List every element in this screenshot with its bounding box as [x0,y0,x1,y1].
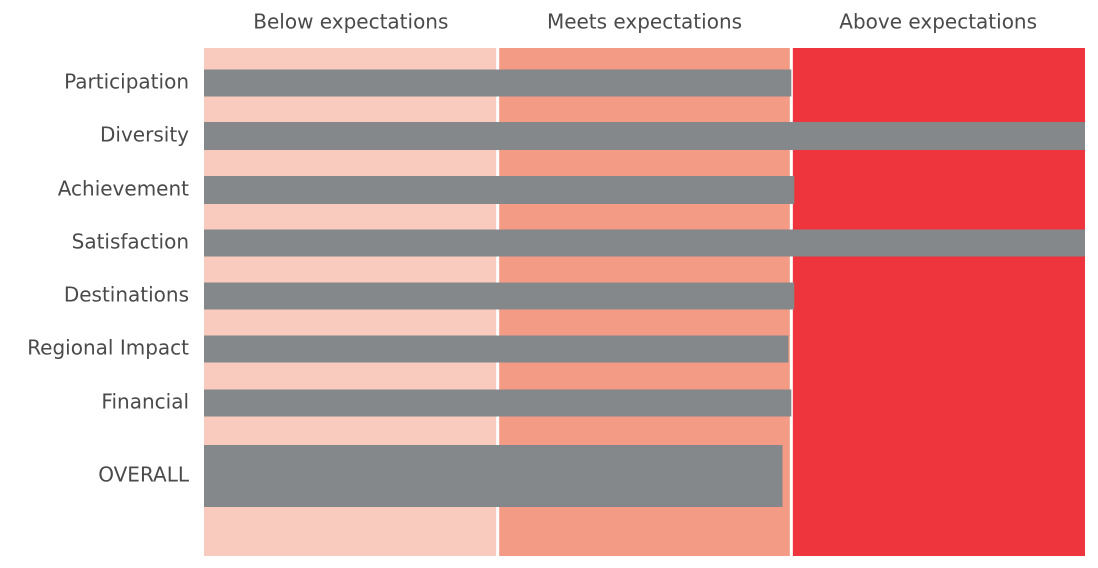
category-label-participation: Participation [64,70,189,94]
category-label-diversity: Diversity [100,123,189,147]
category-label-destinations: Destinations [64,283,189,307]
bar-regional-impact [204,335,789,363]
band-labels: Below expectations Meets expectations Abov… [253,10,1037,34]
band-label-below-expectations: Below expectations [253,10,448,34]
bar-diversity [204,122,1085,150]
category-label-satisfaction: Satisfaction [72,230,189,254]
category-label-financial: Financial [101,390,189,414]
band-label-meets-expectations: Meets expectations [547,10,742,34]
bar-satisfaction [204,229,1085,257]
category-label-overall: OVERALL [98,463,190,487]
bar-achievement [204,176,795,204]
bar-overall [204,445,783,507]
bar-destinations [204,282,795,310]
bar-participation [204,69,792,97]
band-label-above-expectations: Above expectations [839,10,1037,34]
category-label-regional-impact: Regional Impact [27,336,189,360]
category-label-achievement: Achievement [58,177,189,201]
bars [204,69,1085,507]
bar-financial [204,389,792,417]
category-labels: Participation Diversity Achievement Satisfa… [27,70,190,487]
